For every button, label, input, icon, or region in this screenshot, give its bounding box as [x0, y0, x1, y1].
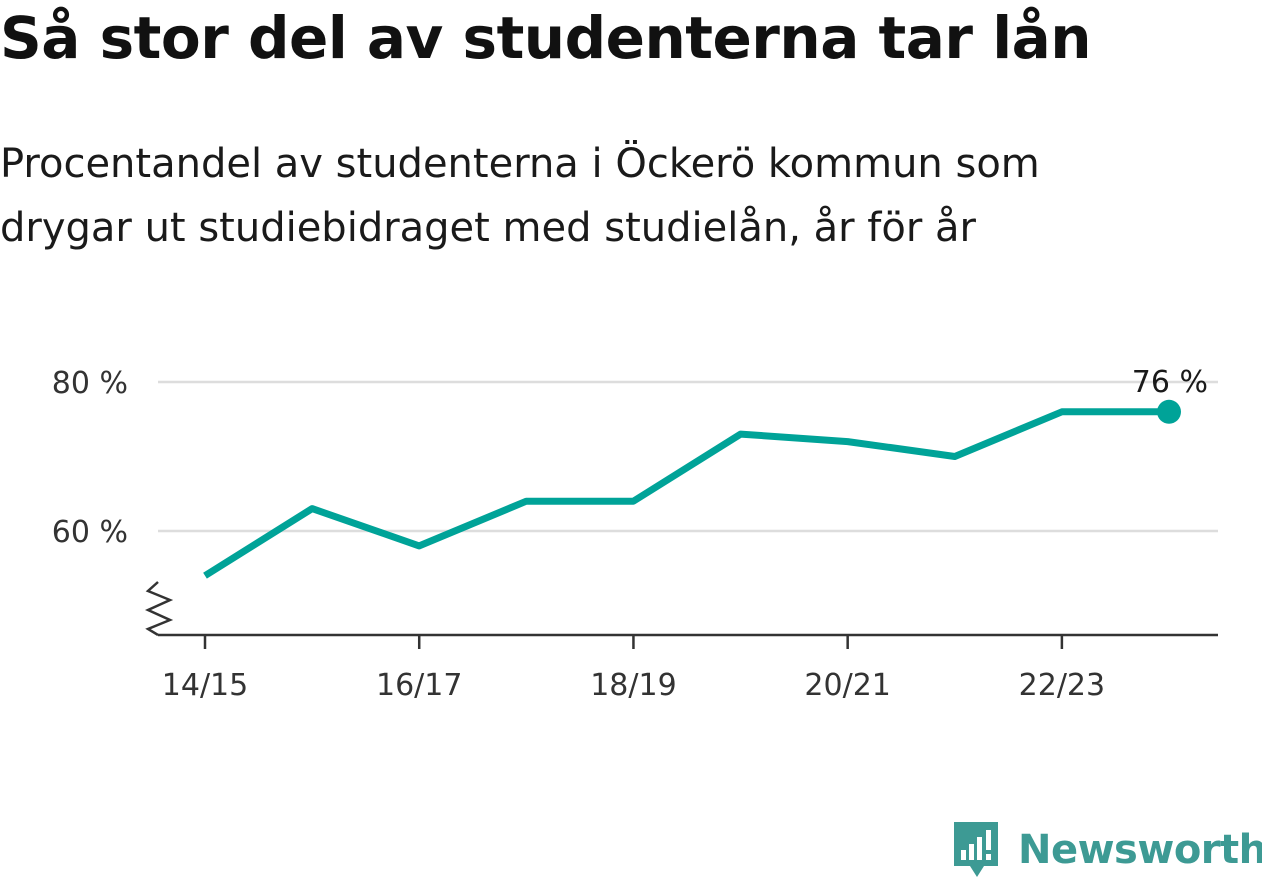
bar-chart-speech-icon: [954, 822, 998, 877]
x-tick-label: 20/21: [804, 668, 890, 703]
series-end-point: [1157, 399, 1181, 424]
newsworthy-logo: Newsworthy: [952, 820, 1262, 880]
subtitle-line-2: drygar ut studiebidraget med studielån, …: [0, 205, 976, 251]
brand-name: Newsworthy: [1018, 827, 1262, 873]
y-tick-label: 80 %: [52, 366, 128, 401]
chart-title: Så stor del av studenterna tar lån: [0, 4, 1092, 72]
x-tick-label: 18/19: [590, 668, 676, 703]
x-tick-label: 14/15: [162, 668, 248, 703]
subtitle-line-1: Procentandel av studenterna i Öckerö kom…: [0, 141, 1040, 187]
end-value-label: 76 %: [1132, 365, 1208, 400]
series-line: [203, 408, 1169, 579]
x-tick-label: 22/23: [1019, 668, 1105, 703]
x-tick-label: 16/17: [376, 668, 462, 703]
y-tick-label: 60 %: [52, 515, 128, 550]
y-axis-break: [144, 581, 174, 637]
chart-subtitle: Procentandel av studenterna i Öckerö kom…: [0, 132, 1200, 260]
